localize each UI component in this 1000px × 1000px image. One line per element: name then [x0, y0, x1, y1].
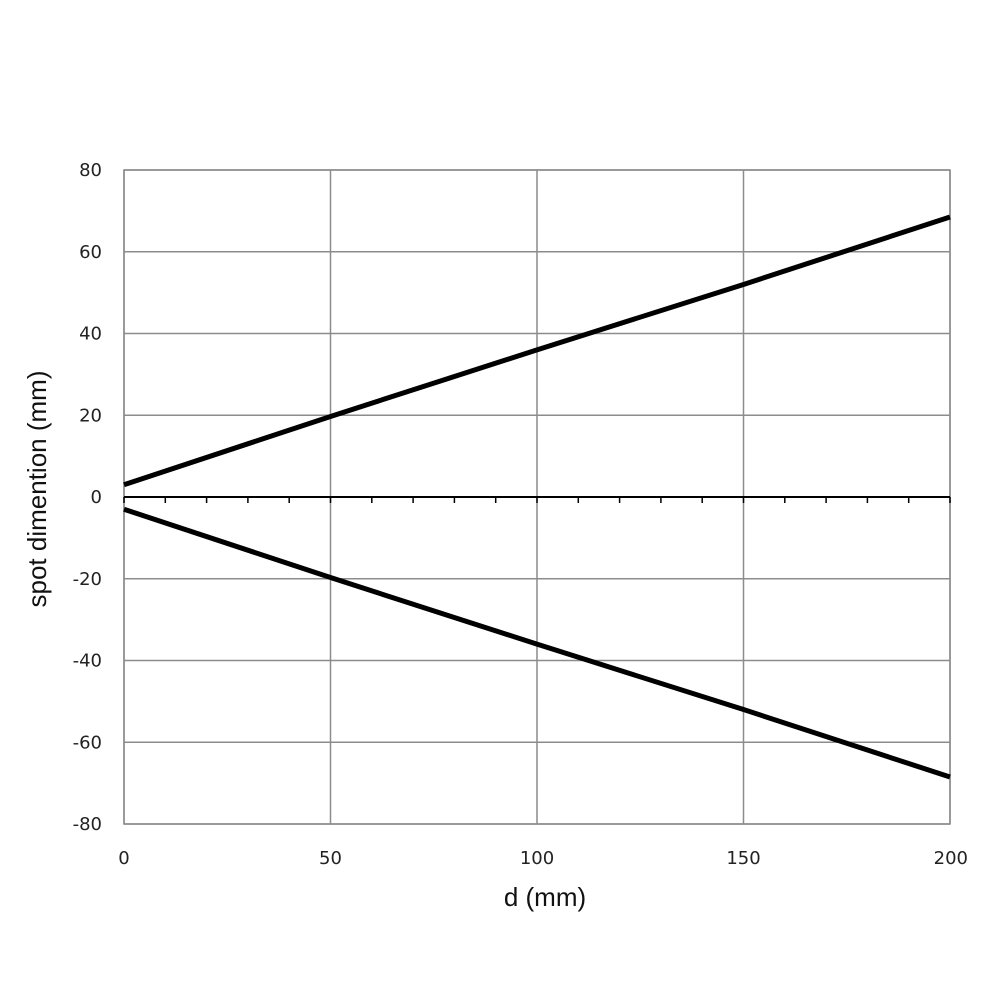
y-tick-label: -80 — [73, 814, 102, 835]
x-tick-labels: 0 50 100 150 200 — [118, 848, 968, 869]
x-tick-label: 150 — [726, 848, 760, 869]
series-line-2 — [123, 506, 951, 780]
y-axis-title: spot dimention (mm) — [22, 371, 52, 608]
y-tick-label: 80 — [79, 160, 102, 181]
x-tick-label: 200 — [934, 848, 968, 869]
x-tick-label: 50 — [319, 848, 342, 869]
x-tick-label: 100 — [520, 848, 554, 869]
series-line-1 — [123, 214, 951, 488]
y-tick-label: -20 — [73, 569, 102, 590]
y-tick-labels: 80 60 40 20 0 -20 -40 -60 -80 — [73, 160, 102, 835]
y-tick-label: 20 — [79, 405, 102, 426]
x-axis-zero-line — [123, 496, 951, 503]
y-tick-label: 60 — [79, 242, 102, 263]
x-axis-title: d (mm) — [504, 882, 586, 912]
series-lines — [123, 214, 951, 780]
y-tick-label: 0 — [91, 487, 102, 508]
y-tick-label: -40 — [73, 651, 102, 672]
y-tick-label: -60 — [73, 732, 102, 753]
x-tick-label: 0 — [118, 848, 129, 869]
y-tick-label: 40 — [79, 324, 102, 345]
